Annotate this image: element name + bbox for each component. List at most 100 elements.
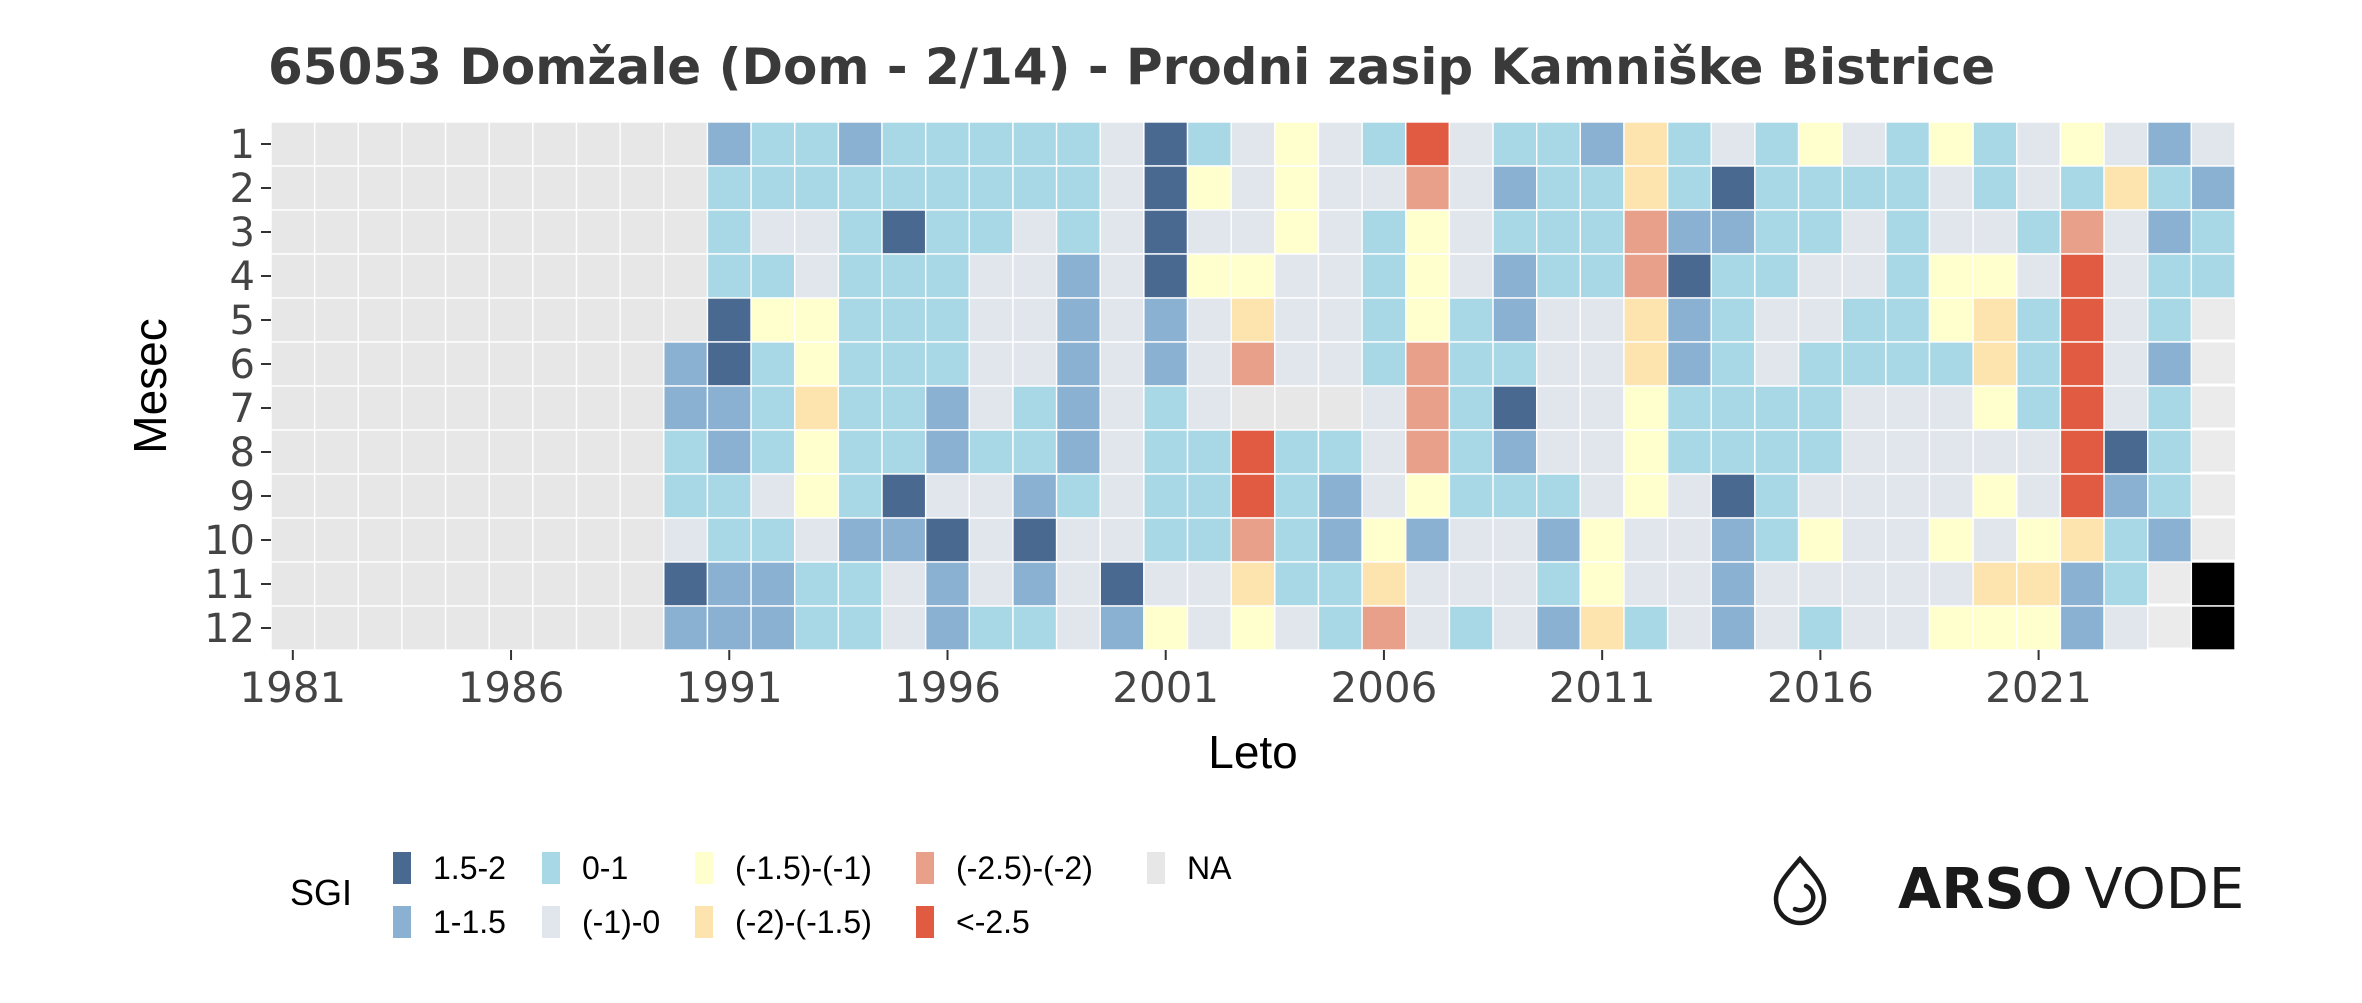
- heatmap-cell: [270, 473, 316, 519]
- heatmap-cell: [1361, 121, 1407, 167]
- heatmap-cell: [488, 297, 534, 343]
- heatmap-cell: [2147, 341, 2193, 387]
- heatmap-cell: [1797, 121, 1843, 167]
- heatmap-cell: [837, 165, 883, 211]
- heatmap-cell: [663, 341, 709, 387]
- heatmap-cell: [619, 121, 665, 167]
- heatmap-cell: [2059, 517, 2105, 563]
- heatmap-cell: [968, 165, 1014, 211]
- y-tick-label: 11: [204, 562, 255, 608]
- heatmap-cell: [1666, 209, 1712, 255]
- heatmap-cell: [1361, 165, 1407, 211]
- heatmap-cell: [2147, 297, 2193, 343]
- heatmap-cell: [575, 429, 621, 475]
- heatmap-cell: [401, 385, 447, 431]
- heatmap-cell: [1492, 121, 1538, 167]
- heatmap-cell: [1666, 297, 1712, 343]
- heatmap-cell: [750, 385, 796, 431]
- heatmap-cell: [1448, 561, 1494, 607]
- legend-label: (-2)-(-1.5): [735, 904, 872, 940]
- heatmap-cell: [313, 253, 359, 299]
- heatmap-cell: [1230, 429, 1276, 475]
- y-tick-label: 5: [230, 298, 255, 344]
- heatmap-cell: [1143, 165, 1189, 211]
- heatmap-cell: [1230, 561, 1276, 607]
- heatmap-cell: [663, 473, 709, 519]
- heatmap-cell: [532, 605, 578, 651]
- heatmap-cell: [1754, 297, 1800, 343]
- heatmap-cell: [1710, 385, 1756, 431]
- heatmap-cell: [1448, 517, 1494, 563]
- heatmap-cell: [663, 297, 709, 343]
- heatmap-cell: [1535, 429, 1582, 475]
- heatmap-cell: [1885, 385, 1931, 431]
- heatmap-cell: [270, 253, 316, 299]
- heatmap-cell: [1928, 121, 1974, 167]
- heatmap-cell: [357, 517, 403, 563]
- heatmap-cell: [1797, 605, 1843, 651]
- heatmap-cell: [1012, 605, 1058, 651]
- heatmap-cell: [924, 165, 971, 211]
- heatmap-cell: [444, 561, 490, 607]
- heatmap-cell: [1885, 473, 1931, 519]
- heatmap-cell: [401, 605, 447, 651]
- heatmap-cell: [488, 341, 534, 387]
- heatmap-cell: [313, 429, 359, 475]
- heatmap-cell: [1317, 473, 1363, 519]
- heatmap-cell: [750, 517, 796, 563]
- heatmap-cell: [1666, 165, 1712, 211]
- heatmap-cell: [794, 429, 840, 475]
- heatmap-cell: [837, 209, 883, 255]
- heatmap-cell: [1099, 297, 1145, 343]
- heatmap-cell: [794, 605, 840, 651]
- heatmap-cell: [2016, 517, 2062, 563]
- heatmap-cell: [444, 253, 490, 299]
- heatmap-cell: [532, 517, 578, 563]
- heatmap-cell: [1099, 517, 1145, 563]
- heatmap-cell: [444, 385, 490, 431]
- heatmap-cell: [1535, 561, 1582, 607]
- y-tick-label: 6: [230, 342, 255, 388]
- heatmap-cell: [619, 561, 665, 607]
- heatmap-cell: [2059, 429, 2105, 475]
- heatmap-cell: [881, 517, 927, 563]
- heatmap-cell: [488, 253, 534, 299]
- heatmap-cell: [706, 253, 752, 299]
- heatmap-cell: [1361, 473, 1407, 519]
- heatmap-cell: [1055, 429, 1101, 475]
- heatmap-cell: [881, 341, 927, 387]
- heatmap-cell: [1579, 517, 1625, 563]
- heatmap-cell: [1797, 517, 1843, 563]
- heatmap-cell: [357, 385, 403, 431]
- heatmap-cell: [1841, 605, 1887, 651]
- heatmap-cell: [575, 473, 621, 519]
- heatmap-cell: [488, 561, 534, 607]
- heatmap-cell: [1797, 165, 1843, 211]
- heatmap-cell: [1492, 165, 1538, 211]
- heatmap-cell: [1143, 385, 1189, 431]
- heatmap-cell: [881, 165, 927, 211]
- heatmap-cell: [1579, 341, 1625, 387]
- legend-title: SGI: [290, 872, 352, 913]
- heatmap-cell: [1186, 429, 1232, 475]
- heatmap-cell: [1143, 561, 1189, 607]
- heatmap-cell: [1928, 297, 1974, 343]
- legend-swatch: [916, 852, 934, 884]
- heatmap-cell: [2147, 429, 2193, 475]
- heatmap-cell: [1405, 429, 1451, 475]
- heatmap-cell: [1186, 165, 1232, 211]
- heatmap-cell: [488, 121, 534, 167]
- heatmap-cell: [1405, 253, 1451, 299]
- heatmap-cell: [968, 385, 1014, 431]
- heatmap-cell: [1274, 385, 1320, 431]
- heatmap-cell: [1928, 209, 1974, 255]
- heatmap-cell: [1797, 561, 1843, 607]
- y-tick-label: 12: [204, 606, 255, 652]
- heatmap-cell: [1623, 429, 1669, 475]
- heatmap-cell: [1055, 341, 1101, 387]
- heatmap-cell: [1841, 165, 1887, 211]
- heatmap-cell: [968, 209, 1014, 255]
- heatmap-cell: [2103, 429, 2149, 475]
- heatmap-cell: [2059, 473, 2105, 519]
